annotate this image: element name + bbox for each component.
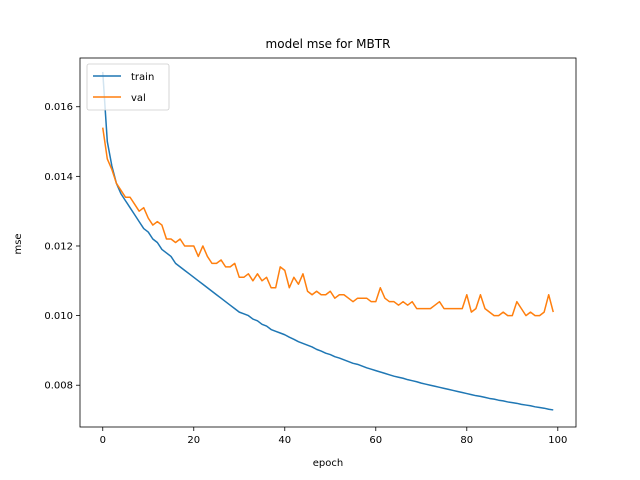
y-tick-label: 0.008 — [44, 381, 73, 392]
legend-label-train: train — [131, 72, 154, 83]
x-axis-label: epoch — [313, 458, 343, 469]
legend: train val — [86, 63, 170, 111]
y-tick-label: 0.012 — [44, 241, 73, 252]
series-line-train — [102, 71, 554, 411]
chart-title: model mse for MBTR — [266, 37, 391, 51]
x-tick-label: 40 — [278, 435, 291, 446]
x-tick-label: 60 — [369, 435, 382, 446]
y-tick-label: 0.010 — [44, 311, 73, 322]
y-tick-label: 0.016 — [44, 102, 73, 113]
x-tick-label: 100 — [548, 435, 567, 446]
x-tick-label: 20 — [187, 435, 200, 446]
series-line-val — [102, 127, 554, 317]
y-axis: 0.008 0.010 0.012 0.014 0.016 — [44, 102, 80, 392]
legend-box — [86, 63, 170, 111]
y-tick-label: 0.014 — [44, 172, 73, 183]
legend-label-val: val — [131, 93, 146, 104]
series-layer — [102, 71, 554, 411]
axes-frame — [79, 57, 577, 428]
x-tick-label: 80 — [460, 435, 473, 446]
y-axis-label: mse — [13, 233, 24, 254]
x-tick-label: 0 — [100, 435, 106, 446]
x-axis: 0 20 40 60 80 100 — [100, 427, 567, 446]
